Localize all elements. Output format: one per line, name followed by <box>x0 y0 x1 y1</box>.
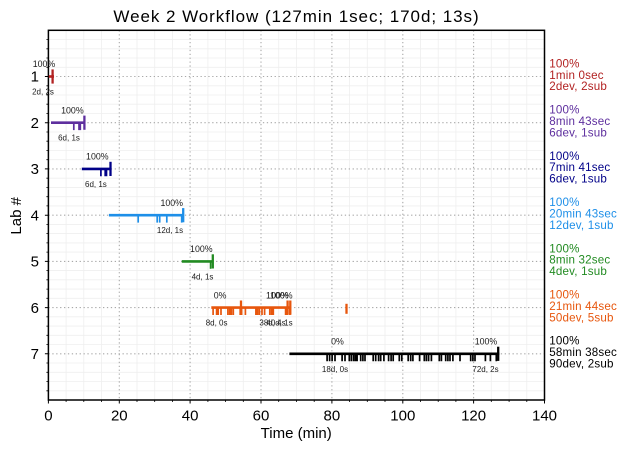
svg-text:50dev, 5sub: 50dev, 5sub <box>549 311 613 324</box>
svg-text:120: 120 <box>461 408 486 425</box>
svg-text:20: 20 <box>111 408 128 425</box>
svg-text:7: 7 <box>31 346 39 363</box>
svg-text:7min 41sec: 7min 41sec <box>549 161 610 174</box>
svg-text:20min 43sec: 20min 43sec <box>549 208 617 221</box>
svg-text:0: 0 <box>44 408 52 425</box>
svg-text:18d, 0s: 18d, 0s <box>322 365 348 374</box>
svg-text:Lab #: Lab # <box>8 196 25 234</box>
svg-text:1min 0sec: 1min 0sec <box>549 69 603 82</box>
svg-text:100%: 100% <box>549 104 579 117</box>
svg-text:2d, 2s: 2d, 2s <box>32 88 54 97</box>
svg-text:6: 6 <box>31 300 39 317</box>
svg-text:8min 32sec: 8min 32sec <box>549 254 610 267</box>
svg-text:100%: 100% <box>549 289 579 302</box>
svg-text:21min 44sec: 21min 44sec <box>549 300 617 313</box>
svg-text:8min 43sec: 8min 43sec <box>549 115 610 128</box>
svg-text:100%: 100% <box>549 335 579 348</box>
svg-text:100%: 100% <box>33 59 56 69</box>
svg-text:8d, 0s: 8d, 0s <box>206 319 228 328</box>
svg-text:90dev, 2sub: 90dev, 2sub <box>549 358 613 371</box>
svg-text:6dev, 1sub: 6dev, 1sub <box>549 173 607 186</box>
svg-text:4d, 1s: 4d, 1s <box>192 272 214 281</box>
svg-text:4dev, 1sub: 4dev, 1sub <box>549 265 607 278</box>
svg-text:60: 60 <box>253 408 270 425</box>
svg-text:38d, 4s: 38d, 4s <box>259 319 285 328</box>
svg-text:80: 80 <box>324 408 341 425</box>
svg-text:100%: 100% <box>475 337 498 347</box>
svg-text:2: 2 <box>31 115 39 132</box>
svg-text:6d, 1s: 6d, 1s <box>58 134 80 143</box>
svg-text:100%: 100% <box>549 242 579 255</box>
svg-text:72d, 2s: 72d, 2s <box>472 365 498 374</box>
svg-text:100%: 100% <box>61 105 84 115</box>
svg-text:12dev, 1sub: 12dev, 1sub <box>549 219 613 232</box>
svg-text:100%: 100% <box>549 196 579 209</box>
svg-text:100%: 100% <box>86 152 109 162</box>
svg-text:Week 2 Workflow (127min 1sec;: Week 2 Workflow (127min 1sec; 170d; 13s) <box>113 7 479 26</box>
svg-text:2dev, 2sub: 2dev, 2sub <box>549 80 607 93</box>
svg-text:100%: 100% <box>270 290 293 300</box>
svg-text:100%: 100% <box>160 198 183 208</box>
svg-text:100%: 100% <box>549 150 579 163</box>
svg-text:6d, 1s: 6d, 1s <box>85 180 107 189</box>
svg-text:100%: 100% <box>266 290 289 300</box>
svg-text:40: 40 <box>182 408 199 425</box>
svg-text:Time (min): Time (min) <box>261 425 332 442</box>
svg-text:140: 140 <box>532 408 557 425</box>
svg-text:0%: 0% <box>214 290 227 300</box>
svg-text:1: 1 <box>31 69 39 86</box>
svg-text:100%: 100% <box>549 57 579 70</box>
svg-text:58min 38sec: 58min 38sec <box>549 346 617 359</box>
svg-text:100: 100 <box>390 408 415 425</box>
svg-text:3: 3 <box>31 161 39 178</box>
svg-text:6dev, 1sub: 6dev, 1sub <box>549 126 607 139</box>
svg-text:4: 4 <box>31 207 39 224</box>
svg-text:0%: 0% <box>331 337 344 347</box>
svg-text:5: 5 <box>31 254 39 271</box>
svg-text:40d, 1s: 40d, 1s <box>266 319 292 328</box>
svg-text:12d, 1s: 12d, 1s <box>157 226 183 235</box>
svg-text:100%: 100% <box>190 244 213 254</box>
